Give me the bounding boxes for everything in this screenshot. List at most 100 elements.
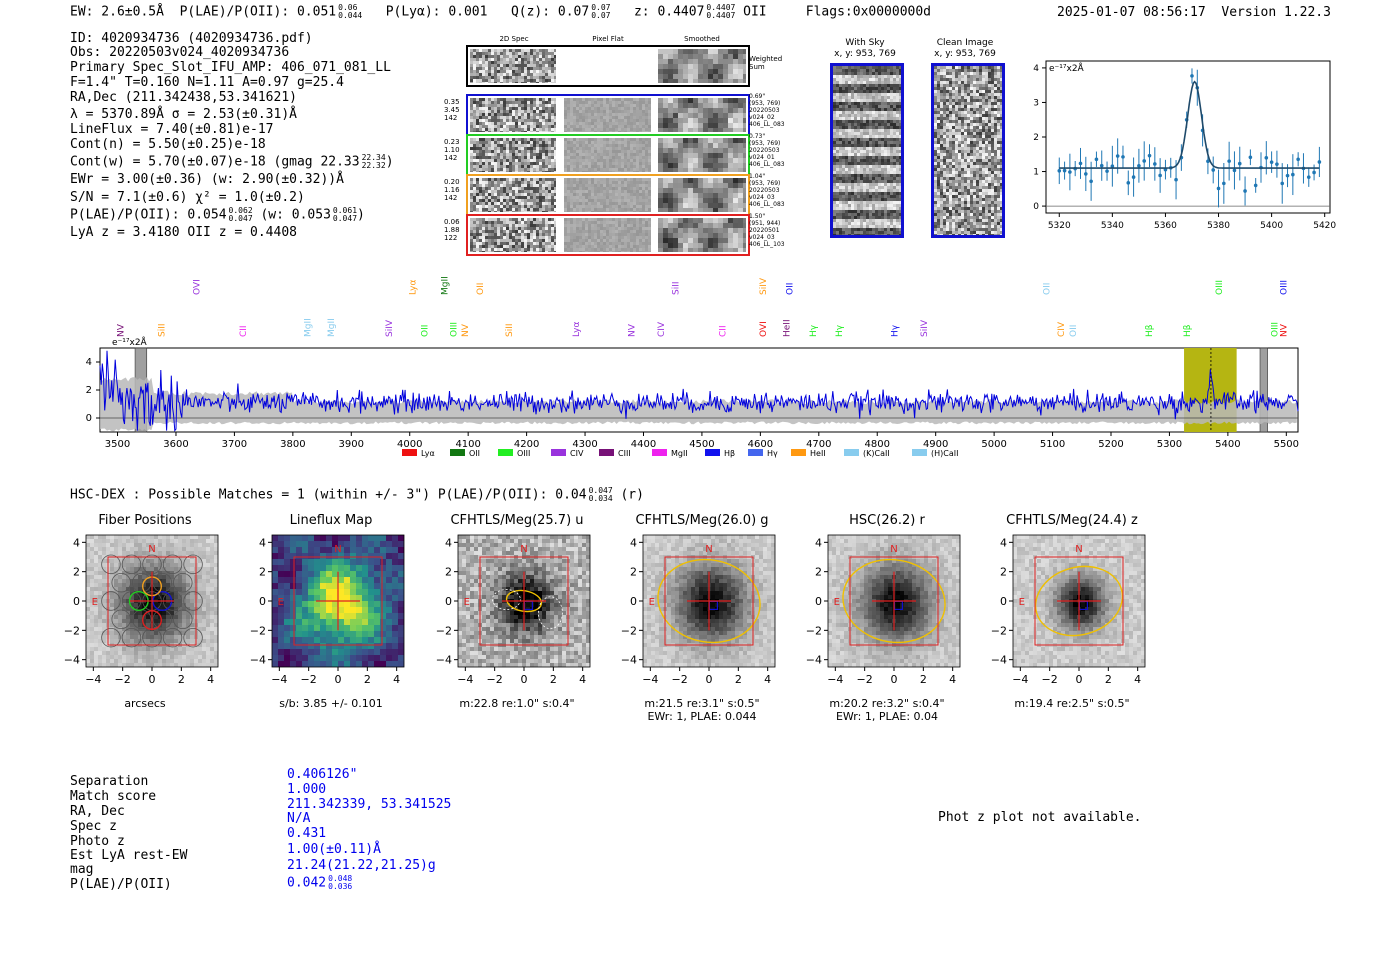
zoom-x-tick-label: 5320 bbox=[1048, 221, 1071, 231]
full-y-tick-label: 0 bbox=[86, 413, 92, 424]
weighted-smoothed bbox=[658, 49, 746, 83]
panel-title: HSC(26.2) r bbox=[849, 513, 925, 528]
panel-y-tick-label: −2 bbox=[64, 624, 80, 637]
hsc-lo: 0.034 bbox=[588, 494, 613, 503]
fiber-info-line: (951, 944) bbox=[749, 220, 781, 227]
match-label: Spec z bbox=[70, 819, 117, 834]
fiber-stat: 1.10 bbox=[444, 146, 460, 154]
emission-line-label: Hγ bbox=[809, 324, 819, 337]
zoom-data-point bbox=[1137, 163, 1141, 168]
fiber-info-line: 20220503 bbox=[749, 187, 780, 194]
aperture-box bbox=[479, 556, 569, 646]
panel-caption: m:20.2 re:3.2" s:0.4" bbox=[829, 697, 945, 710]
match-plae-lo: 0.036 bbox=[328, 882, 353, 891]
panel-x-tick-label: 0 bbox=[706, 673, 713, 686]
panel-1: N E 4 2 0 −2 −4 −4 −2 0 2 4 bbox=[250, 534, 405, 686]
full-x-tick-label: 4700 bbox=[806, 439, 831, 450]
compass-north: N bbox=[705, 544, 712, 555]
fiber-info-line: 1.50" bbox=[749, 213, 766, 220]
fiber-2dspec bbox=[470, 138, 556, 172]
panel-title: CFHTLS/Meg(26.0) g bbox=[635, 513, 769, 528]
cutout-header-smoothed: Smoothed bbox=[684, 35, 720, 43]
fiber-stat: 0.23 bbox=[444, 138, 460, 146]
full-x-tick-label: 5100 bbox=[1040, 439, 1065, 450]
panel-caption-2: EWr: 1, PLAE: 0.044 bbox=[647, 710, 757, 723]
emission-line-label: OII bbox=[420, 325, 430, 337]
legend-label: Lyα bbox=[421, 449, 435, 458]
compass-north: N bbox=[520, 544, 527, 555]
legend-label: Hβ bbox=[724, 449, 735, 458]
legend-label: CIII bbox=[618, 449, 631, 458]
panel-y-tick-label: −2 bbox=[806, 624, 822, 637]
panel-x-tick-label: 4 bbox=[764, 673, 771, 686]
full-x-tick-label: 3500 bbox=[105, 439, 130, 450]
fiber-stat: 1.16 bbox=[444, 186, 460, 194]
zoom-data-point bbox=[1190, 74, 1194, 78]
aperture-box bbox=[1034, 556, 1124, 646]
header-plae: P(LAE)/P(OII): 0.051 bbox=[179, 4, 337, 20]
zoom-x-tick-label: 5340 bbox=[1101, 221, 1124, 231]
legend-label: (H)CaII bbox=[931, 449, 958, 458]
info-contw-end: ) bbox=[385, 154, 394, 170]
header-qz: Q(z): 0.07 bbox=[510, 4, 590, 20]
zoom-data-point bbox=[1174, 177, 1178, 182]
zoom-spectrum-plot: 5320 5340 5360 5380 5400 5420 0 1 2 3 4 e⁻¹⁷x2Å bbox=[1033, 60, 1336, 231]
match-label: mag bbox=[70, 862, 94, 877]
match-plae: 0.042 0.048 0.036 bbox=[287, 875, 352, 891]
full-x-tick-label: 3800 bbox=[280, 439, 305, 450]
zoom-data-point bbox=[1115, 154, 1120, 158]
zoom-x-tick-label: 5380 bbox=[1207, 221, 1230, 231]
match-ew: 1.00(±0.11)Å bbox=[287, 842, 381, 857]
fiber-row-frame bbox=[466, 94, 750, 136]
fiber-stat: 3.45 bbox=[444, 106, 460, 114]
zoom-data-point bbox=[1121, 155, 1125, 159]
panel-title: CFHTLS/Meg(25.7) u bbox=[450, 513, 584, 528]
panel-caption: m:21.5 re:3.1" s:0.5" bbox=[644, 697, 760, 710]
panel-x-tick-label: −2 bbox=[301, 673, 317, 686]
fiber-info-line: 20220503 bbox=[749, 147, 780, 154]
fiber-2dspec bbox=[470, 98, 556, 132]
zoom-data-point bbox=[1105, 169, 1109, 173]
fiber-pixelflat bbox=[564, 138, 652, 172]
panel-y-tick-label: 4 bbox=[73, 536, 80, 549]
emission-line-label: OIII bbox=[1271, 322, 1281, 337]
panel-y-tick-label: −4 bbox=[621, 654, 637, 667]
fiber-circle bbox=[162, 554, 183, 575]
compass-east: E bbox=[278, 597, 284, 608]
panel-caption: m:19.4 re:2.5" s:0.5" bbox=[1014, 697, 1130, 710]
info-sn: S/N = 7.1(±0.6) χ² = 1.0(±0.2) bbox=[70, 190, 305, 205]
zoom-data-point bbox=[1275, 162, 1279, 166]
panel-y-tick-label: 4 bbox=[815, 536, 822, 549]
panel-x-tick-label: 0 bbox=[521, 673, 528, 686]
info-id: ID: 4020934736 (4020934736.pdf) bbox=[70, 31, 313, 46]
info-fiber: F=1.4" T=0.160 N=1.11 A=0.97 g=25.4 bbox=[70, 75, 344, 90]
compass-north: N bbox=[1075, 544, 1082, 555]
match-label: Est LyA rest-EW bbox=[70, 848, 188, 863]
legend-label: OII bbox=[469, 449, 480, 458]
info-plae-w-end: ) bbox=[357, 207, 365, 223]
emission-line-label: OII bbox=[786, 283, 796, 295]
match-label: RA, Dec bbox=[70, 804, 125, 819]
fiber-circle bbox=[183, 591, 203, 611]
info-plae: P(LAE)/P(OII): 0.054 0.062 0.047 (w: 0.053… bbox=[70, 207, 365, 223]
panel-4: N E 4 2 0 −2 −4 −4 −2 0 2 4 bbox=[806, 534, 961, 686]
info-contw-label: Cont(w) = 5.70(±0.07)e-18 (gmag 22.33 bbox=[70, 154, 360, 170]
fiber-info-line: v024_03 bbox=[749, 234, 775, 241]
panel-caption: m:22.8 re:1.0" s:0.4" bbox=[459, 697, 575, 710]
cutout-header-2dspec: 2D Spec bbox=[499, 35, 529, 43]
zoom-data-point bbox=[1147, 153, 1152, 158]
panel-y-tick-label: −4 bbox=[806, 654, 822, 667]
panel-x-tick-label: −2 bbox=[1042, 673, 1058, 686]
spectrum-line bbox=[99, 350, 1299, 432]
with-sky-xy: x, y: 953, 769 bbox=[834, 49, 896, 59]
emission-line-label: Hγ bbox=[835, 324, 845, 337]
cutout-header-pixelflat: Pixel Flat bbox=[592, 35, 624, 43]
panel-x-tick-label: −4 bbox=[457, 673, 473, 686]
panel-x-tick-label: 4 bbox=[1134, 673, 1141, 686]
panel-x-tick-label: 2 bbox=[364, 673, 371, 686]
clean-image-xy: x, y: 953, 769 bbox=[934, 49, 996, 59]
zoom-data-point bbox=[1280, 181, 1285, 186]
panel-y-tick-label: −4 bbox=[64, 654, 80, 667]
fiber-row-stats: 0.06 1.88 122 bbox=[444, 218, 464, 242]
